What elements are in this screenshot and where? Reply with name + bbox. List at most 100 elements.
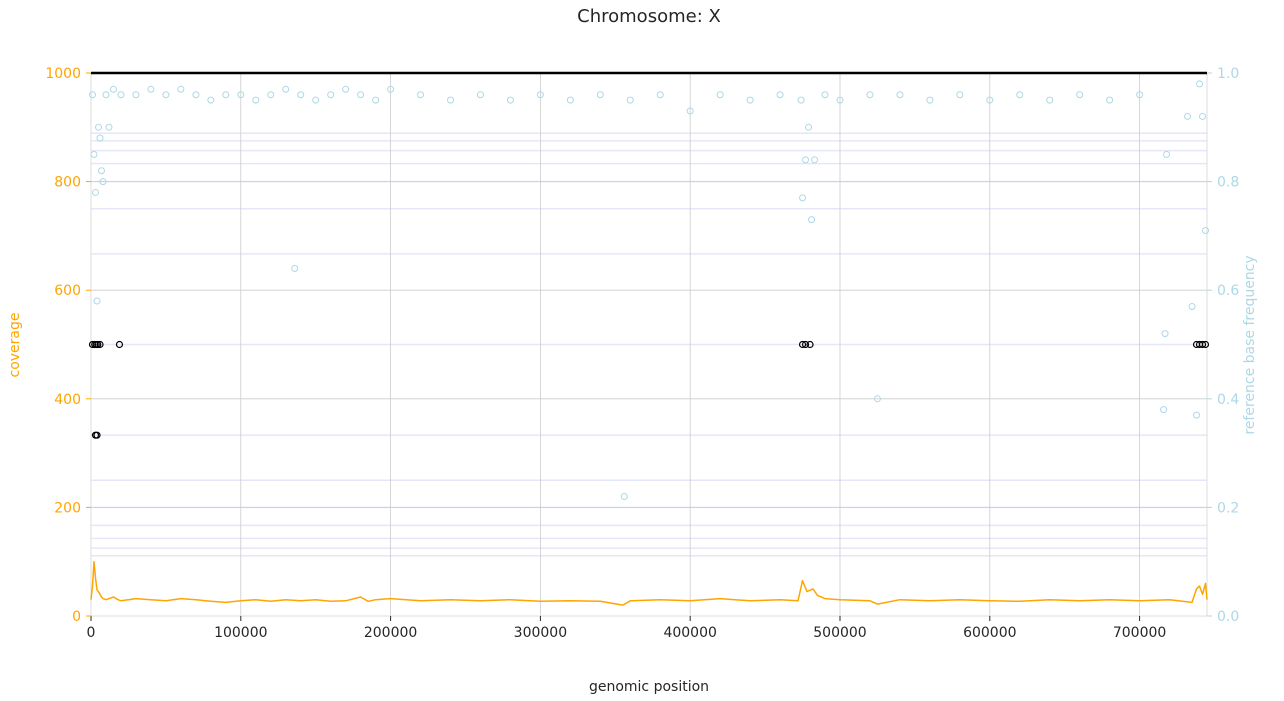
frequency-point bbox=[99, 178, 107, 186]
frequency-point bbox=[536, 91, 544, 99]
frequency-point bbox=[805, 123, 813, 131]
frequency-point bbox=[117, 91, 125, 99]
frequency-point bbox=[808, 216, 816, 224]
frequency-point bbox=[797, 96, 805, 104]
frequency-point bbox=[192, 91, 200, 99]
frequency-point bbox=[1202, 226, 1210, 234]
chart-title: Chromosome: X bbox=[577, 6, 721, 27]
y-right-tick-label: 0.8 bbox=[1217, 175, 1239, 191]
x-tick-label: 100000 bbox=[214, 625, 267, 641]
frequency-point bbox=[147, 85, 155, 93]
data-layer bbox=[88, 71, 1210, 606]
frequency-point bbox=[327, 91, 335, 99]
frequency-point bbox=[1106, 96, 1114, 104]
x-axis-label: genomic position bbox=[589, 679, 709, 695]
frequency-point bbox=[252, 96, 260, 104]
y-right-tick-label: 1.0 bbox=[1217, 66, 1239, 82]
x-tick-label: 700000 bbox=[1113, 625, 1166, 641]
frequency-point bbox=[291, 264, 299, 272]
frequency-point bbox=[237, 91, 245, 99]
frequency-point bbox=[267, 91, 275, 99]
frequency-point bbox=[866, 91, 874, 99]
alt-marker bbox=[96, 340, 104, 349]
y-left-tick-label: 200 bbox=[54, 500, 81, 516]
frequency-point bbox=[417, 91, 425, 99]
frequency-point bbox=[1160, 406, 1168, 414]
frequency-point bbox=[896, 91, 904, 99]
y-left-tick-label: 600 bbox=[54, 283, 81, 299]
alt-marker bbox=[94, 340, 102, 349]
frequency-point bbox=[873, 395, 881, 403]
frequency-point bbox=[1199, 112, 1207, 120]
grid-layer bbox=[91, 73, 1207, 616]
frequency-point bbox=[1161, 330, 1169, 338]
frequency-point bbox=[716, 91, 724, 99]
frequency-point bbox=[297, 91, 305, 99]
alt-marker bbox=[806, 340, 814, 349]
frequency-point bbox=[207, 96, 215, 104]
frequency-point bbox=[1196, 80, 1204, 88]
y-left-axis-label: coverage bbox=[7, 313, 23, 378]
frequency-point bbox=[802, 156, 810, 164]
frequency-point bbox=[132, 91, 140, 99]
frequency-point bbox=[387, 85, 395, 93]
frequency-point bbox=[986, 96, 994, 104]
frequency-point bbox=[476, 91, 484, 99]
y-left-tick-label: 1000 bbox=[45, 66, 81, 82]
frequency-point bbox=[342, 85, 350, 93]
x-tick-label: 0 bbox=[87, 625, 96, 641]
frequency-point bbox=[162, 91, 170, 99]
frequency-point bbox=[90, 150, 98, 158]
alt-marker bbox=[801, 340, 810, 349]
frequency-point bbox=[1193, 411, 1201, 419]
frequency-point bbox=[626, 96, 634, 104]
frequency-point bbox=[620, 493, 628, 501]
frequency-point bbox=[956, 91, 964, 99]
frequency-point bbox=[97, 167, 105, 175]
coverage-line bbox=[90, 560, 1208, 606]
x-tick-label: 300000 bbox=[514, 625, 567, 641]
frequency-point bbox=[109, 85, 117, 93]
frequency-point bbox=[105, 123, 113, 131]
frequency-point bbox=[566, 96, 574, 104]
frequency-point bbox=[686, 107, 694, 115]
frequency-point bbox=[1016, 91, 1024, 99]
frequency-point bbox=[177, 85, 185, 93]
frequency-point bbox=[282, 85, 290, 93]
y-right-tick-label: 0.4 bbox=[1217, 392, 1239, 408]
frequency-point bbox=[656, 91, 664, 99]
alt-marker bbox=[88, 340, 97, 349]
y-left-tick-label: 0 bbox=[72, 609, 81, 625]
frequency-point bbox=[811, 156, 819, 164]
y-left-tick-label: 800 bbox=[54, 175, 81, 191]
frequency-point bbox=[447, 96, 455, 104]
alt-marker bbox=[1198, 340, 1207, 349]
y-right-axis-label: reference base frequency bbox=[1242, 255, 1258, 434]
frequency-point bbox=[88, 91, 96, 99]
y-right-tick-label: 0.0 bbox=[1217, 609, 1239, 625]
y-right-tick-label: 0.6 bbox=[1217, 283, 1239, 299]
frequency-point bbox=[506, 96, 514, 104]
frequency-point bbox=[926, 96, 934, 104]
frequency-point bbox=[1184, 112, 1192, 120]
frequency-point bbox=[1136, 91, 1144, 99]
frequency-point bbox=[93, 297, 101, 305]
frequency-point bbox=[222, 91, 230, 99]
alt-marker bbox=[93, 431, 101, 439]
frequency-point bbox=[94, 123, 102, 131]
frequency-point bbox=[1188, 302, 1196, 310]
y-right-tick-label: 0.2 bbox=[1217, 500, 1239, 516]
frequency-point bbox=[1076, 91, 1084, 99]
frequency-point bbox=[312, 96, 320, 104]
frequency-point bbox=[776, 91, 784, 99]
frequency-point bbox=[799, 194, 807, 202]
alt-marker bbox=[1201, 340, 1210, 349]
frequency-point bbox=[357, 91, 365, 99]
frequency-point bbox=[1046, 96, 1054, 104]
frequency-point bbox=[746, 96, 754, 104]
x-tick-label: 400000 bbox=[663, 625, 716, 641]
axes-layer bbox=[90, 73, 1208, 617]
x-tick-label: 500000 bbox=[813, 625, 866, 641]
x-tick-label: 200000 bbox=[364, 625, 417, 641]
